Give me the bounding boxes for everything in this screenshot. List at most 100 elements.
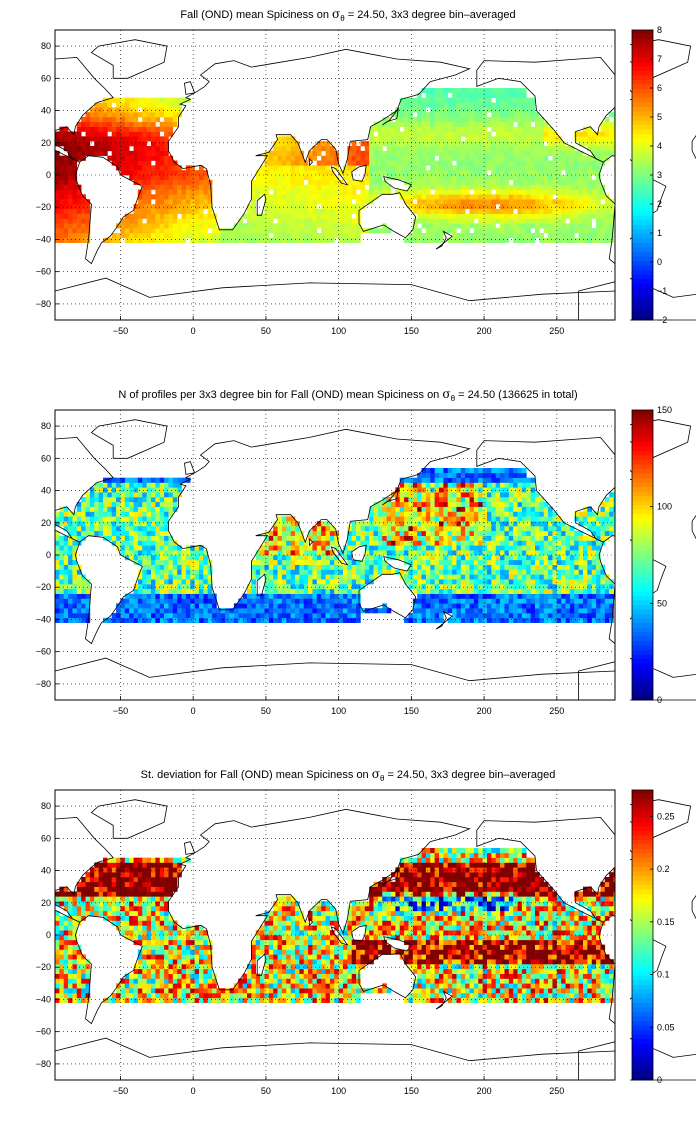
bin-cell <box>268 160 274 166</box>
bin-cell <box>281 218 287 224</box>
bin-cell <box>465 482 470 488</box>
bin-cell <box>447 121 453 127</box>
bin-cell <box>417 184 422 190</box>
bin-cell <box>255 569 261 575</box>
bin-cell <box>159 160 165 166</box>
bin-cell <box>535 141 540 147</box>
bin-cell <box>155 218 161 224</box>
bin-cell <box>76 228 82 234</box>
bin-cell <box>552 204 558 210</box>
bin-cell <box>334 564 339 570</box>
bin-cell <box>452 146 457 152</box>
bin-cell <box>369 550 374 556</box>
bin-cell <box>491 584 497 590</box>
bin-cell <box>425 184 431 190</box>
bin-cell <box>447 179 453 185</box>
bin-cell <box>347 175 353 181</box>
bin-cell <box>412 121 418 127</box>
bin-cell <box>500 228 505 234</box>
bin-cell <box>107 535 113 541</box>
bin-cell <box>316 160 322 166</box>
bin-cell <box>142 574 147 580</box>
bin-cell <box>260 175 265 181</box>
bin-cell <box>513 204 518 210</box>
bin-cell <box>120 107 126 113</box>
bin-cell <box>439 194 444 200</box>
bin-cell <box>343 598 348 604</box>
bin-cell <box>151 569 156 575</box>
bin-cell <box>133 477 139 483</box>
bin-cell <box>329 603 335 609</box>
bin-cell <box>212 228 217 234</box>
bin-cell <box>395 150 401 156</box>
bin-cell <box>124 165 130 171</box>
bin-cell <box>260 170 265 176</box>
bin-cell <box>286 165 291 171</box>
bin-cell <box>251 179 257 185</box>
bin-cell <box>159 608 165 614</box>
bin-cell <box>68 165 73 171</box>
bin-cell <box>142 608 147 614</box>
bin-cell <box>425 121 431 127</box>
bin-cell <box>168 228 174 234</box>
bin-cell <box>482 468 488 474</box>
bin-cell <box>146 477 152 483</box>
bin-cell <box>190 199 195 205</box>
bin-cell <box>155 579 161 585</box>
bin-cell <box>434 550 440 556</box>
bin-cell <box>316 150 322 156</box>
bin-cell <box>460 184 466 190</box>
bin-cell <box>478 487 483 493</box>
bin-cell <box>456 117 462 123</box>
bin-cell <box>264 223 270 229</box>
bin-cell <box>417 521 422 527</box>
bin-cell <box>587 228 593 234</box>
bin-cell <box>425 613 431 619</box>
bin-cell <box>146 160 152 166</box>
bin-cell <box>347 194 353 200</box>
bin-cell <box>430 184 435 190</box>
bin-cell <box>155 530 161 536</box>
bin-cell <box>116 501 121 507</box>
bin-cell <box>443 218 449 224</box>
bin-cell <box>76 146 82 152</box>
bin-cell <box>395 540 401 546</box>
bin-cell <box>452 223 457 229</box>
bin-cell <box>587 146 593 152</box>
bin-cell <box>185 213 191 219</box>
bin-cell <box>63 126 69 132</box>
bin-cell <box>181 559 187 565</box>
bin-cell <box>63 555 69 561</box>
bin-cell <box>377 155 383 161</box>
bin-cell <box>168 497 174 503</box>
bin-cell <box>456 535 462 541</box>
bin-cell <box>85 588 91 594</box>
bin-cell <box>408 545 414 551</box>
bin-cell <box>194 613 200 619</box>
bin-cell <box>500 472 505 478</box>
bin-cell <box>421 598 427 604</box>
bin-cell <box>85 213 91 219</box>
bin-cell <box>63 165 69 171</box>
bin-cell <box>168 608 174 614</box>
bin-cell <box>491 121 497 127</box>
bin-cell <box>273 603 278 609</box>
bin-cell <box>469 208 475 214</box>
bin-cell <box>421 170 427 176</box>
bin-cell <box>369 179 374 185</box>
bin-cell <box>129 535 134 541</box>
bin-cell <box>364 175 370 181</box>
bin-cell <box>290 613 296 619</box>
bin-cell <box>443 487 449 493</box>
bin-cell <box>552 218 558 224</box>
bin-cell <box>495 150 501 156</box>
bin-cell <box>94 497 99 503</box>
bin-cell <box>312 204 318 210</box>
bin-cell <box>456 150 462 156</box>
bin-cell <box>430 228 435 234</box>
bin-cell <box>76 516 82 522</box>
bin-cell <box>177 550 182 556</box>
bin-cell <box>255 179 261 185</box>
bin-cell <box>386 170 392 176</box>
bin-cell <box>548 189 553 195</box>
